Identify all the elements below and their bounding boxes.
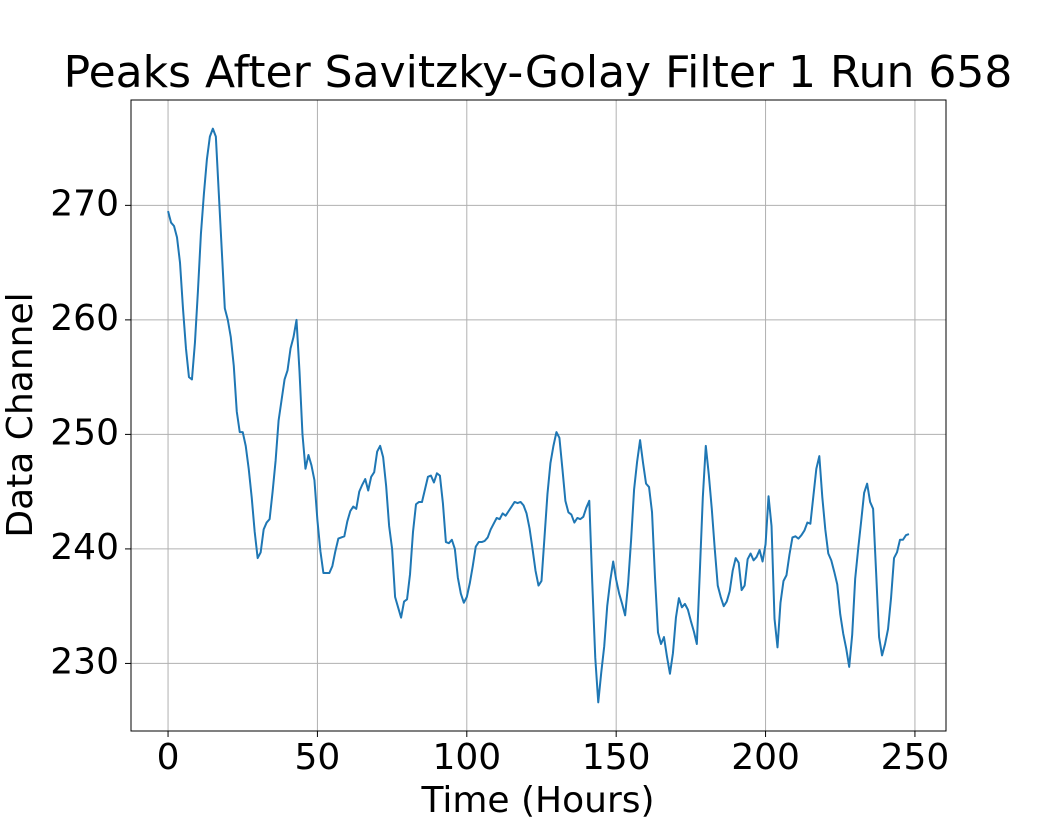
x-tick-label: 200 xyxy=(731,737,800,778)
x-tick-label: 50 xyxy=(295,737,341,778)
x-tick-label: 100 xyxy=(432,737,501,778)
chart-title: Peaks After Savitzky-Golay Filter 1 Run … xyxy=(64,47,1013,98)
y-axis-label: Data Channel xyxy=(0,292,41,537)
x-tick-label: 250 xyxy=(881,737,950,778)
data-line xyxy=(167,127,910,704)
y-tick-label: 270 xyxy=(50,183,119,224)
y-tick-label: 240 xyxy=(50,527,119,568)
y-tick-label: 230 xyxy=(50,641,119,682)
y-tick-label: 250 xyxy=(50,412,119,453)
x-axis-label: Time (Hours) xyxy=(420,780,654,821)
x-tick-label: 0 xyxy=(157,737,180,778)
plot-frame xyxy=(130,99,947,732)
y-tick-label: 260 xyxy=(50,298,119,339)
x-tick-label: 150 xyxy=(582,737,651,778)
